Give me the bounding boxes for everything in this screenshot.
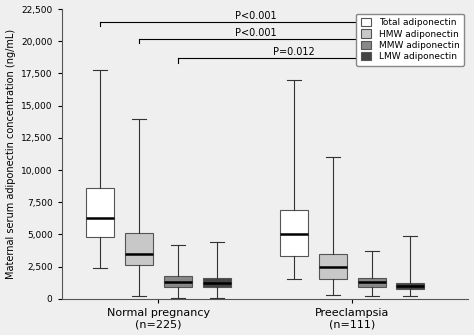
PathPatch shape xyxy=(164,276,192,287)
Legend: Total adiponectin, HMW adiponectin, MMW adiponectin, LMW adiponectin: Total adiponectin, HMW adiponectin, MMW … xyxy=(356,14,464,66)
PathPatch shape xyxy=(125,233,153,265)
PathPatch shape xyxy=(203,278,230,287)
Text: P<0.001: P<0.001 xyxy=(235,28,276,38)
Y-axis label: Maternal serum adiponectin concentration (ng/mL): Maternal serum adiponectin concentration… xyxy=(6,29,16,279)
Text: P=0.012: P=0.012 xyxy=(273,47,315,57)
PathPatch shape xyxy=(319,254,347,279)
PathPatch shape xyxy=(280,210,308,256)
PathPatch shape xyxy=(396,283,424,289)
Text: P<0.001: P<0.001 xyxy=(235,11,276,21)
PathPatch shape xyxy=(86,188,114,237)
PathPatch shape xyxy=(358,278,385,287)
